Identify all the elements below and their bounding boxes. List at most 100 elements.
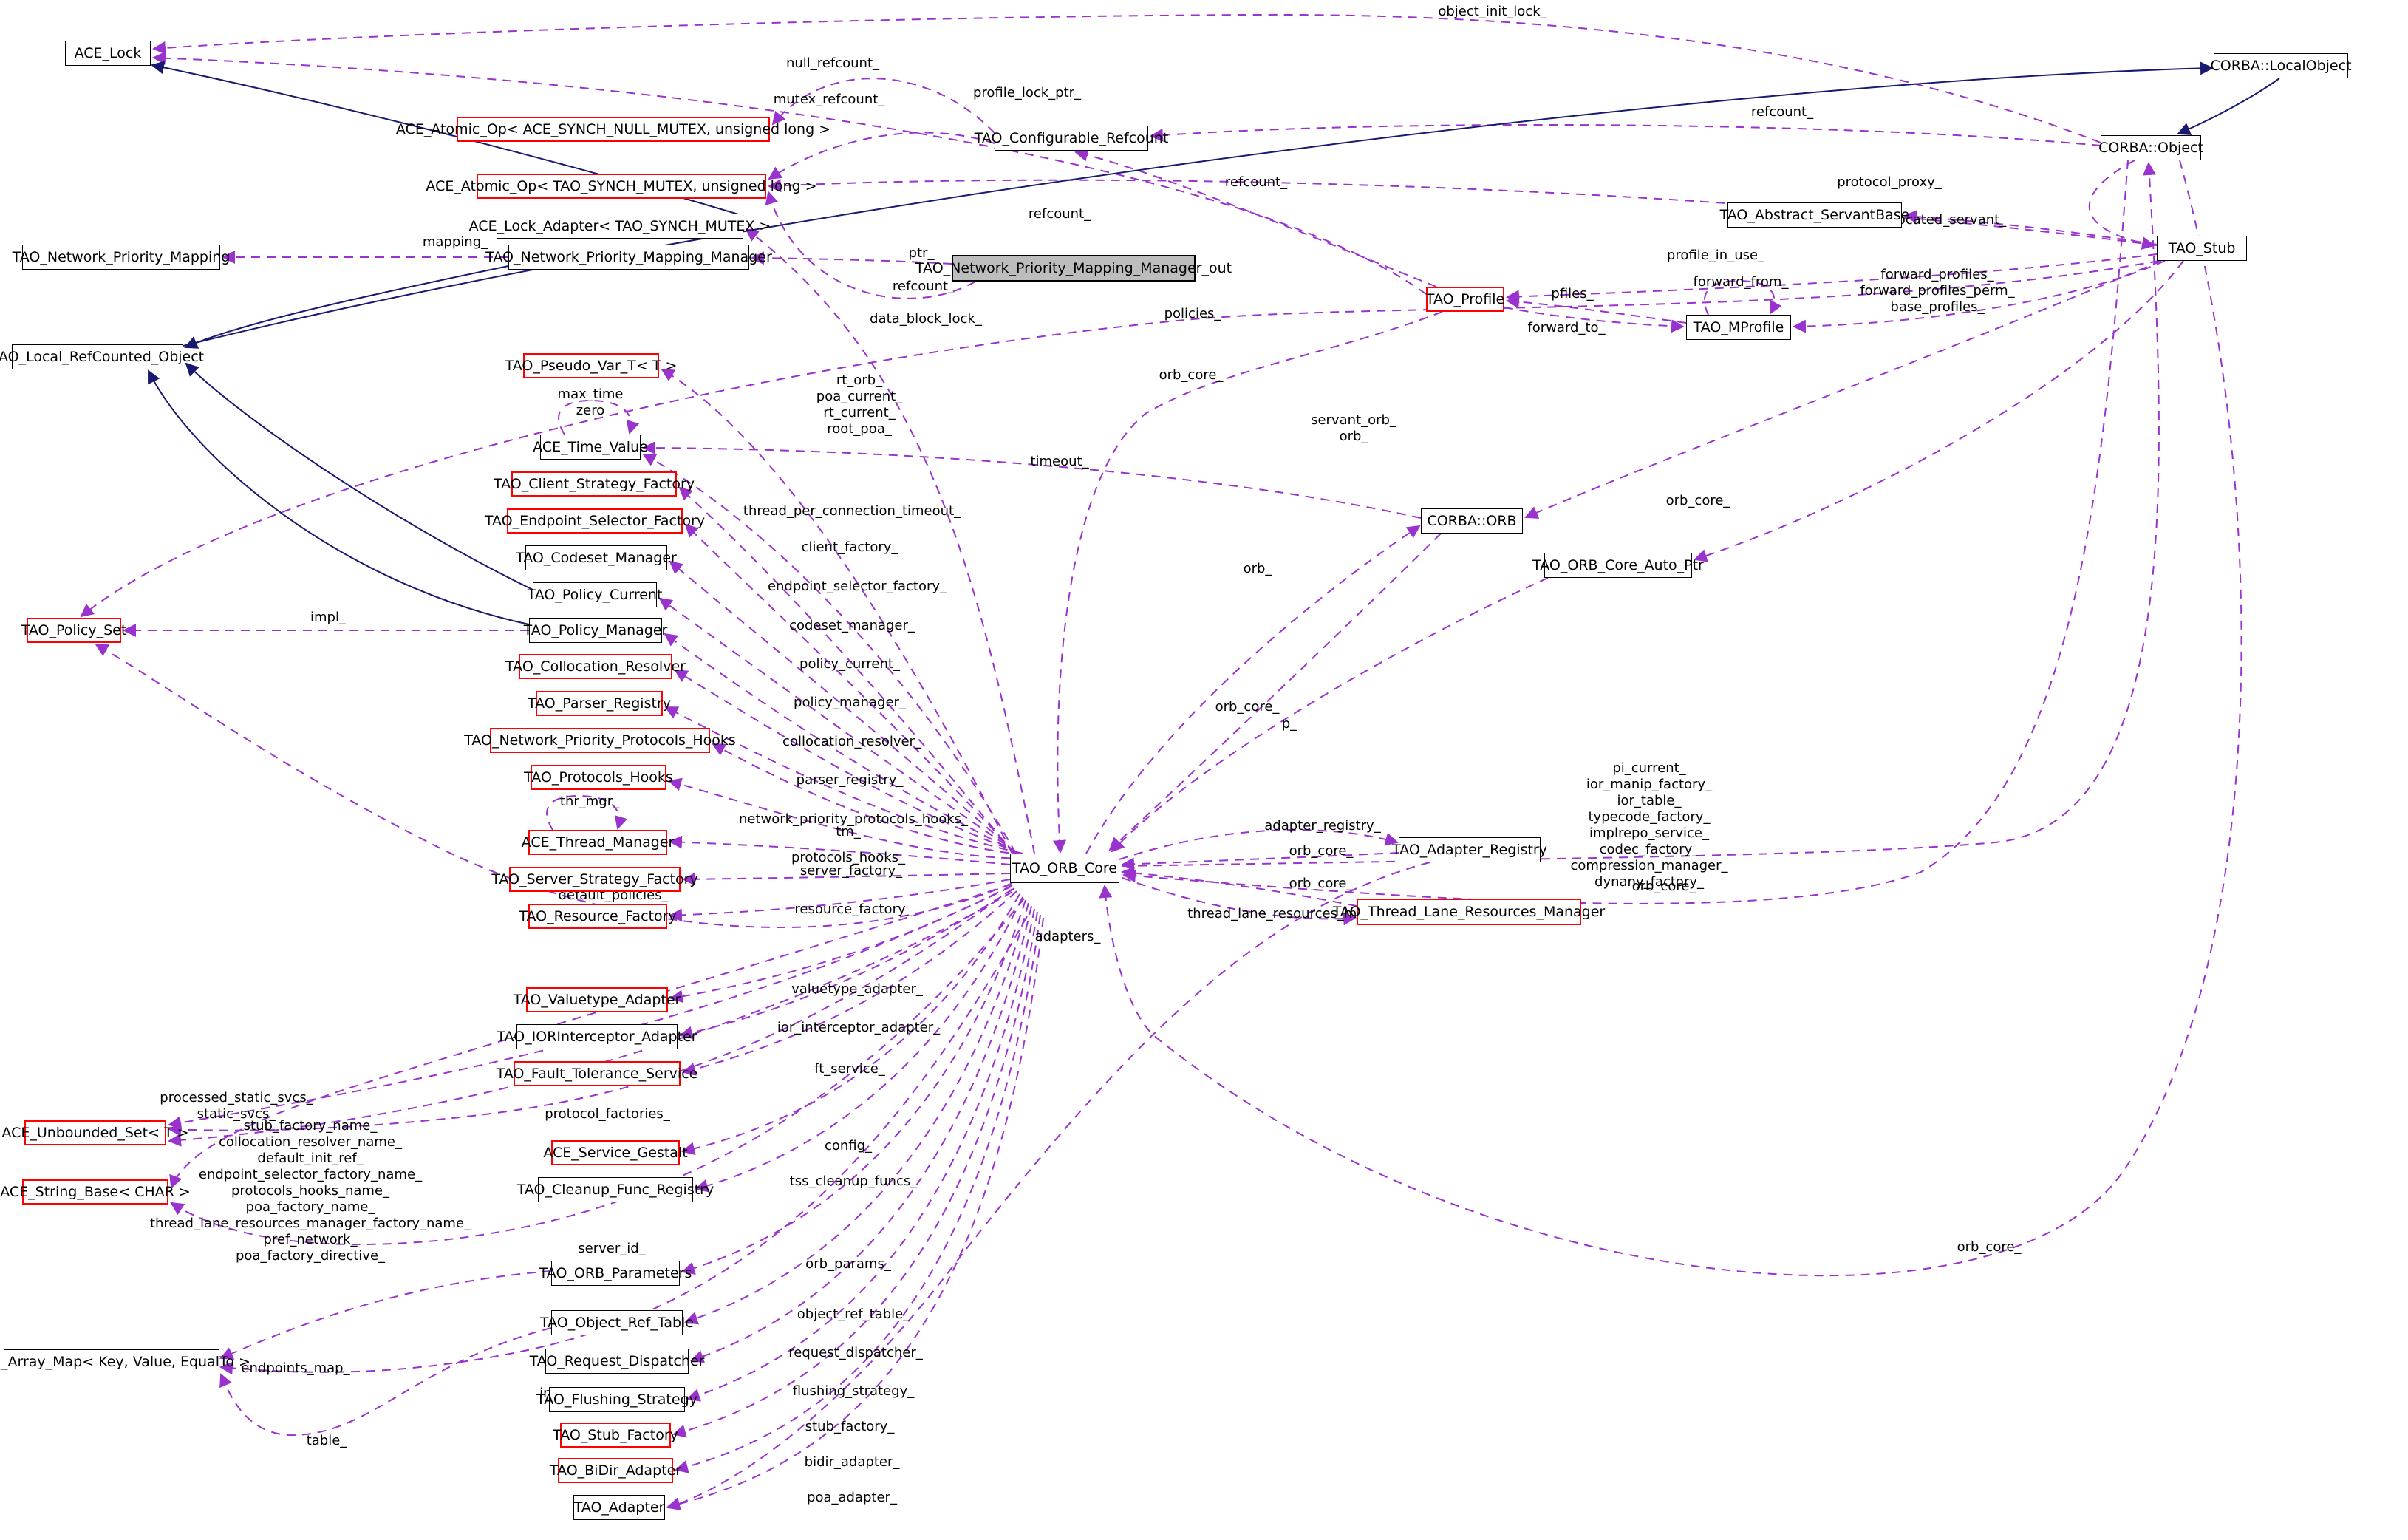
- edge-corba_local_object-to-corba_object: [2177, 78, 2280, 135]
- class-node-orb_parameters[interactable]: TAO_ORB_Parameters: [539, 1261, 692, 1286]
- class-node-corba_object[interactable]: CORBA::Object: [2098, 135, 2203, 160]
- class-node-endpoint_selector_factory[interactable]: TAO_Endpoint_Selector_Factory: [485, 508, 705, 534]
- edge-tao_stub-to-orb_core_auto_ptr: [1694, 260, 2184, 562]
- class-node-collocation_resolver[interactable]: TAO_Collocation_Resolver: [505, 654, 686, 679]
- edge-orb_core-to-parser_registry: [664, 706, 1023, 854]
- edge-corba_object-to-orb_core: [1099, 160, 2242, 1277]
- class-node-atomic_tao[interactable]: ACE_Atomic_Op< TAO_SYNCH_MUTEX, unsigned…: [426, 174, 817, 199]
- edge-orb_core-to-stub_factory: [672, 911, 1038, 1438]
- class-node-tao_profile[interactable]: TAO_Profile: [1426, 287, 1504, 312]
- edge-orb_core-to-request_dispatcher: [690, 905, 1032, 1363]
- edge-tao_stub-to-tao_mprofile: [1793, 260, 2166, 333]
- edge-tao_profile-to-configurable_refcount: [1074, 148, 1437, 287]
- class-node-ace_time_value[interactable]: ACE_Time_Value: [533, 435, 648, 460]
- class-node-net_prio_mapping_mgr_out[interactable]: TAO_Network_Priority_Mapping_Manager_out: [915, 255, 1232, 282]
- class-node-object_ref_table[interactable]: TAO_Object_Ref_Table: [540, 1310, 694, 1335]
- edge-orb_core-to-unbounded_set: [168, 886, 1012, 1130]
- edge-thread_manager-to-thread_manager: [546, 794, 628, 831]
- edge-thread_lane_resources_manager-to-orb_core: [1121, 866, 1357, 907]
- class-node-policy_set[interactable]: TAO_Policy_Set: [21, 618, 126, 643]
- edge-orb_core-to-unbounded_set: [168, 891, 1013, 1147]
- class-node-net_prio_mapping_mgr[interactable]: TAO_Network_Priority_Mapping_Manager: [485, 245, 772, 270]
- class-node-net_prio_protocols_hooks[interactable]: TAO_Network_Priority_Protocols_Hooks: [464, 728, 736, 753]
- class-node-ior_interceptor_adapter[interactable]: TAO_IORInterceptor_Adapter: [497, 1024, 697, 1049]
- edge-orb_core-to-flushing_strategy: [686, 908, 1035, 1402]
- class-node-policy_manager[interactable]: TAO_Policy_Manager: [524, 618, 667, 643]
- class-node-thread_lane_resources_manager[interactable]: TAO_Thread_Lane_Resources_Manager: [1333, 899, 1605, 925]
- edge-orb_core-to-object_ref_table: [684, 902, 1029, 1325]
- class-node-stub_factory[interactable]: TAO_Stub_Factory: [553, 1423, 678, 1448]
- class-node-array_map[interactable]: ACE_Array_Map< Key, Value, EqualTo >: [0, 1349, 250, 1374]
- edge-object_ref_table-to-array_map: [219, 1327, 552, 1437]
- edge-configurable_refcount-to-atomic_tao: [768, 132, 995, 180]
- class-node-adapter_registry[interactable]: TAO_Adapter_Registry: [1392, 837, 1547, 862]
- class-node-tao_stub[interactable]: TAO_Stub: [2157, 236, 2247, 261]
- edge-orb_core-to-corba_object: [1122, 162, 2160, 867]
- class-node-ace_lock[interactable]: ACE_Lock: [65, 41, 151, 66]
- class-node-corba_local_object[interactable]: CORBA::LocalObject: [2210, 53, 2352, 78]
- edge-tao_profile-to-tao_mprofile: [1504, 307, 1685, 333]
- edge-orb_core-to-ior_interceptor_adapter: [679, 887, 1015, 1040]
- class-node-tao_mprofile[interactable]: TAO_MProfile: [1686, 315, 1791, 340]
- edge-tao_mprofile-to-tao_profile: [1506, 295, 1687, 324]
- edge-tao_stub-to-policy_set: [80, 260, 2160, 618]
- class-node-client_strategy_factory[interactable]: TAO_Client_Strategy_Factory: [494, 471, 695, 497]
- edge-orb_core-to-net_prio_protocols_hooks: [712, 743, 1025, 856]
- class-node-request_dispatcher[interactable]: TAO_Request_Dispatcher: [530, 1349, 704, 1374]
- edge-orb_core-to-policy_current: [658, 597, 1019, 854]
- edge-net_prio_mapping_mgr-to-local_refcounted: [184, 265, 509, 349]
- edge-policy_current-to-local_refcounted: [185, 362, 533, 590]
- class-node-tao_adapter[interactable]: TAO_Adapter: [573, 1495, 665, 1520]
- edge-orb_core_auto_ptr-to-orb_core: [1111, 577, 1549, 853]
- class-node-lock_adapter[interactable]: ACE_Lock_Adapter< TAO_SYNCH_MUTEX >: [469, 214, 771, 239]
- class-node-local_refcounted[interactable]: TAO_Local_RefCounted_Object: [0, 344, 204, 369]
- edge-orb_core-to-adapter_registry: [1119, 829, 1399, 860]
- edge-local_refcounted-to-corba_local_object: [183, 61, 2214, 347]
- class-node-flushing_strategy[interactable]: TAO_Flushing_Strategy: [536, 1387, 697, 1412]
- edge-adapter_registry-to-tao_adapter: [666, 862, 1430, 1510]
- class-node-service_gestalt[interactable]: ACE_Service_Gestalt: [543, 1140, 688, 1165]
- edge-orb_core-to-pseudo_var: [661, 368, 1013, 854]
- edge-ace_time_value-to-ace_time_value: [558, 399, 640, 435]
- edge-net_prio_mapping_mgr_out-to-net_prio_mapping_mgr: [751, 251, 952, 265]
- edge-tao_stub-to-tao_profile: [1506, 253, 2158, 304]
- edge-corba_object-to-configurable_refcount: [1150, 123, 2101, 146]
- edge-orb_core-to-endpoint_selector_factory: [684, 523, 1016, 854]
- class-node-codeset_manager[interactable]: TAO_Codeset_Manager: [516, 545, 677, 570]
- edge-orb_core-to-ace_time_value: [642, 454, 1017, 854]
- class-node-configurable_refcount[interactable]: TAO_Configurable_Refcount: [975, 126, 1168, 151]
- class-node-pseudo_var[interactable]: TAO_Pseudo_Var_T< T >: [505, 353, 677, 378]
- edge-tao_stub-to-atomic_tao: [768, 179, 2158, 246]
- edge-orb_parameters-to-array_map: [219, 1270, 552, 1360]
- class-node-abstract_servantbase[interactable]: TAO_Abstract_ServantBase: [1720, 202, 1909, 228]
- class-node-net_prio_mapping[interactable]: TAO_Network_Priority_Mapping: [13, 245, 230, 270]
- edge-adapter_registry-to-orb_core: [1121, 852, 1399, 871]
- class-node-corba_orb[interactable]: CORBA::ORB: [1421, 508, 1523, 534]
- edge-orb_core-to-collocation_resolver: [674, 669, 1022, 854]
- class-node-thread_manager[interactable]: ACE_Thread_Manager: [522, 830, 674, 855]
- edge-corba_orb-to-ace_time_value: [642, 441, 1422, 519]
- class-node-unbounded_set[interactable]: ACE_Unbounded_Set< T >: [1, 1120, 189, 1145]
- class-node-server_strategy_factory[interactable]: TAO_Server_Strategy_Factory: [491, 867, 698, 892]
- class-node-atomic_null[interactable]: ACE_Atomic_Op< ACE_SYNCH_NULL_MUTEX, uns…: [396, 117, 830, 142]
- edge-orb_core-to-server_strategy_factory: [682, 872, 1011, 886]
- class-node-bidir_adapter[interactable]: TAO_BiDir_Adapter: [550, 1458, 681, 1483]
- edge-tao_stub-to-corba_orb: [1524, 260, 2162, 519]
- class-node-valuetype_adapter[interactable]: TAO_Valuetype_Adapter: [514, 987, 681, 1012]
- class-node-orb_core_auto_ptr[interactable]: TAO_ORB_Core_Auto_Ptr: [1532, 553, 1704, 578]
- class-node-protocols_hooks[interactable]: TAO_Protocols_Hooks: [524, 765, 673, 790]
- class-node-orb_core[interactable]: TAO_ORB_Core: [1010, 854, 1119, 883]
- edge-corba_object-to-orb_core: [1122, 160, 2129, 904]
- edge-configurable_refcount-to-atomic_null: [771, 78, 995, 134]
- class-node-string_base[interactable]: ACE_String_Base< CHAR >: [0, 1179, 191, 1205]
- class-node-fault_tolerance_service[interactable]: TAO_Fault_Tolerance_Service: [497, 1061, 697, 1086]
- edge-orb_core-to-codeset_manager: [669, 560, 1017, 854]
- class-node-cleanup_func_registry[interactable]: TAO_Cleanup_Func_Registry: [517, 1177, 714, 1202]
- edge-orb_core-to-thread_lane_resources_manager: [1122, 877, 1357, 926]
- class-node-resource_factory[interactable]: TAO_Resource_Factory: [519, 904, 677, 929]
- class-node-parser_registry[interactable]: TAO_Parser_Registry: [528, 691, 671, 716]
- edge-tao_mprofile-to-tao_mprofile: [1703, 279, 1782, 316]
- class-node-policy_current[interactable]: TAO_Policy_Current: [528, 582, 662, 607]
